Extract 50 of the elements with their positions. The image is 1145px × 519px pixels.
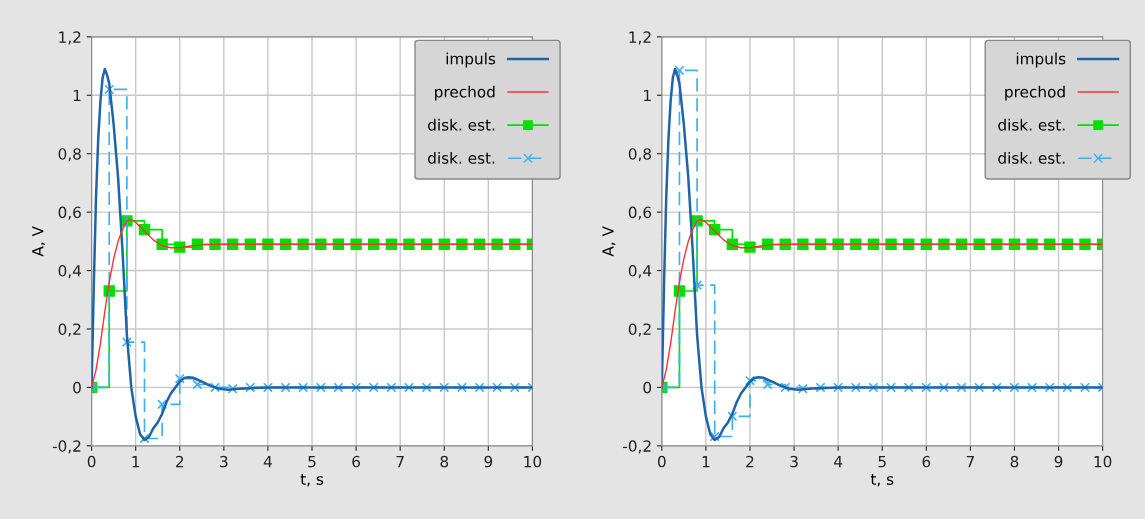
legend-label: impuls <box>446 52 496 68</box>
y-axis-title: A, V <box>32 226 46 257</box>
y-tick-label: 0,2 <box>58 323 81 337</box>
legend-label: disk. est. <box>428 118 495 131</box>
x-tick-label: 9 <box>484 455 493 468</box>
y-tick-label: 0,6 <box>58 206 81 220</box>
x-tick-label: 1 <box>702 456 710 468</box>
y-tick-label: 0,8 <box>58 148 81 162</box>
x-tick-label: 6 <box>352 455 360 468</box>
legend-label: prechod <box>435 85 495 101</box>
legend-label: impuls <box>1016 52 1066 68</box>
x-tick-label: 4 <box>834 456 843 468</box>
x-tick-label: 0 <box>657 455 666 468</box>
legend-label: disk. est. <box>428 151 495 164</box>
y-tick-label: 0,4 <box>58 265 82 279</box>
y-tick-label: 0,8 <box>628 148 652 162</box>
x-tick-label: 2 <box>746 455 754 468</box>
y-tick-label: -0,2 <box>623 440 651 454</box>
legend-label: disk. est. <box>998 151 1065 164</box>
x-tick-label: 3 <box>790 455 798 468</box>
x-tick-label: 7 <box>966 456 974 468</box>
legend-label: prechod <box>1005 85 1065 101</box>
x-tick-label: 6 <box>922 455 931 468</box>
y-tick-label: 1 <box>73 89 81 102</box>
x-tick-label: 0 <box>87 455 96 468</box>
y-tick-label: 0 <box>73 381 81 394</box>
y-tick-label: -0,2 <box>52 440 81 454</box>
x-tick-label: 10 <box>1094 455 1112 468</box>
x-tick-label: 8 <box>440 455 449 468</box>
x-tick-label: 8 <box>1010 455 1019 468</box>
x-tick-label: 10 <box>524 455 542 468</box>
x-tick-label: 2 <box>176 455 184 468</box>
x-tick-label: 5 <box>308 456 316 468</box>
x-tick-label: 9 <box>1054 455 1063 468</box>
x-tick-label: 5 <box>878 456 886 468</box>
x-axis-title: t, s <box>870 473 894 487</box>
x-tick-label: 3 <box>220 455 228 468</box>
legend-label: disk. est. <box>998 118 1065 131</box>
x-axis-title: t, s <box>300 473 324 487</box>
y-tick-label: 0 <box>643 381 652 394</box>
x-tick-label: 1 <box>132 456 140 468</box>
y-tick-label: 1,2 <box>59 31 81 45</box>
y-tick-label: 1 <box>644 89 651 102</box>
y-tick-label: 0,4 <box>628 265 652 279</box>
x-tick-label: 7 <box>396 456 404 468</box>
y-tick-label: 0,6 <box>628 206 652 220</box>
y-axis-title: A, V <box>602 226 616 257</box>
y-tick-label: 0,2 <box>628 323 651 337</box>
x-tick-label: 4 <box>263 456 272 468</box>
y-tick-label: 1,2 <box>629 31 651 45</box>
